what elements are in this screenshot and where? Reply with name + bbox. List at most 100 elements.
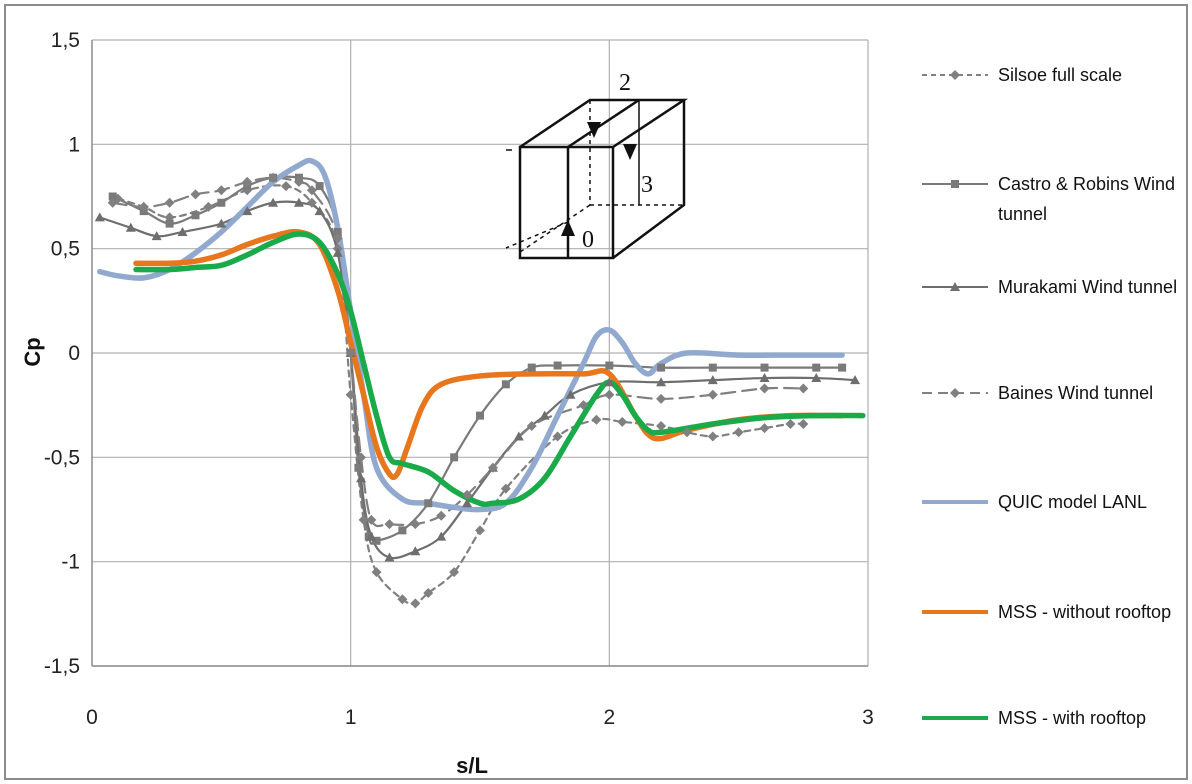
data-point bbox=[410, 546, 421, 556]
data-point bbox=[604, 389, 615, 400]
inset-top-centerline bbox=[567, 98, 640, 149]
y-tick-label: -0,5 bbox=[44, 446, 80, 469]
data-point bbox=[552, 431, 563, 442]
data-point bbox=[293, 197, 304, 207]
data-point bbox=[138, 201, 149, 212]
data-point bbox=[384, 552, 395, 562]
x-axis-title: s/L bbox=[456, 753, 488, 778]
data-point bbox=[526, 421, 537, 432]
data-point bbox=[268, 172, 279, 183]
data-point bbox=[591, 414, 602, 425]
data-point bbox=[617, 416, 628, 427]
y-tick-label: 1,5 bbox=[51, 29, 80, 52]
x-tick-label: 0 bbox=[86, 706, 98, 729]
data-point bbox=[217, 198, 226, 207]
series-lines bbox=[97, 157, 866, 606]
data-point bbox=[707, 431, 718, 442]
data-point bbox=[476, 411, 484, 420]
inset-label-back: 3 bbox=[641, 172, 653, 198]
data-point bbox=[565, 389, 576, 399]
data-point bbox=[656, 377, 667, 387]
data-point bbox=[708, 363, 717, 372]
legend-marker bbox=[950, 70, 960, 80]
data-point bbox=[449, 567, 460, 578]
x-tick-label: 1 bbox=[345, 706, 357, 729]
inset-ground-line bbox=[505, 221, 569, 249]
arrow-down-icon bbox=[623, 144, 637, 160]
data-point bbox=[475, 525, 485, 536]
data-point bbox=[838, 363, 847, 372]
data-point bbox=[293, 176, 304, 187]
legend-label: Castro & Robins Wind tunnel bbox=[998, 174, 1175, 224]
data-point bbox=[314, 206, 325, 216]
data-point bbox=[281, 181, 291, 192]
data-point bbox=[125, 222, 136, 232]
data-point bbox=[345, 389, 356, 400]
data-point bbox=[527, 363, 536, 372]
data-point bbox=[151, 231, 162, 241]
y-tick-label: 1 bbox=[68, 133, 80, 156]
legend-label: Murakami Wind tunnel bbox=[998, 277, 1177, 297]
data-point bbox=[191, 211, 200, 220]
data-point bbox=[733, 427, 744, 438]
data-point bbox=[108, 192, 117, 201]
data-point bbox=[190, 189, 201, 200]
tick-labels: 1,5 1 0,5 0 -0,5 -1 -1,5 0 1 2 3 bbox=[44, 29, 874, 729]
data-point bbox=[424, 499, 433, 508]
data-point bbox=[315, 182, 324, 191]
building-inset-diagram bbox=[505, 98, 689, 260]
legend-marker bbox=[950, 388, 960, 398]
data-point bbox=[798, 383, 809, 394]
y-axis-title: Cp bbox=[20, 337, 45, 366]
data-point bbox=[177, 226, 188, 236]
data-point bbox=[759, 373, 770, 383]
legend-label: Baines Wind tunnel bbox=[998, 383, 1153, 403]
data-point bbox=[371, 567, 382, 578]
data-point bbox=[578, 400, 589, 411]
data-point bbox=[436, 531, 447, 541]
inset-label-top: 2 bbox=[619, 70, 631, 96]
data-point bbox=[760, 363, 769, 372]
data-point bbox=[354, 463, 363, 472]
data-point bbox=[436, 510, 447, 521]
y-tick-label: 0,5 bbox=[51, 238, 80, 261]
data-point bbox=[366, 531, 377, 541]
data-point bbox=[242, 176, 253, 187]
data-point bbox=[107, 197, 118, 208]
series-line-quic-model-lanl bbox=[97, 157, 845, 513]
data-point bbox=[356, 452, 367, 463]
legend-label: Silsoe full scale bbox=[998, 65, 1122, 85]
data-point bbox=[798, 418, 809, 429]
data-point bbox=[306, 197, 317, 208]
legend-marker bbox=[951, 180, 959, 188]
data-point bbox=[462, 498, 473, 508]
data-point bbox=[604, 377, 615, 387]
legend-label: QUIC model LANL bbox=[998, 492, 1147, 512]
data-point bbox=[850, 375, 861, 385]
data-point bbox=[785, 418, 796, 429]
data-point bbox=[356, 473, 367, 483]
data-point bbox=[656, 393, 667, 404]
data-point bbox=[812, 363, 821, 372]
data-point bbox=[398, 526, 407, 535]
data-point bbox=[358, 514, 369, 525]
data-point bbox=[759, 383, 770, 394]
x-tick-label: 2 bbox=[603, 706, 615, 729]
inset-front-face bbox=[518, 145, 615, 260]
arrow-up-icon bbox=[561, 220, 575, 236]
inset-label-front: 0 bbox=[582, 227, 594, 253]
data-point bbox=[410, 598, 421, 609]
data-point bbox=[268, 197, 279, 207]
data-point bbox=[94, 212, 105, 222]
inset-labels: 2 3 0 bbox=[582, 70, 653, 253]
data-point bbox=[164, 197, 175, 208]
y-tick-label: 0 bbox=[68, 342, 80, 365]
data-point bbox=[216, 185, 227, 196]
arrow-down-icon bbox=[587, 122, 601, 138]
data-point bbox=[306, 185, 317, 196]
data-point bbox=[165, 219, 174, 228]
data-point bbox=[657, 363, 666, 372]
inset-hidden-edge-diagonal bbox=[519, 204, 591, 253]
legend-label: MSS - without rooftop bbox=[998, 602, 1171, 622]
